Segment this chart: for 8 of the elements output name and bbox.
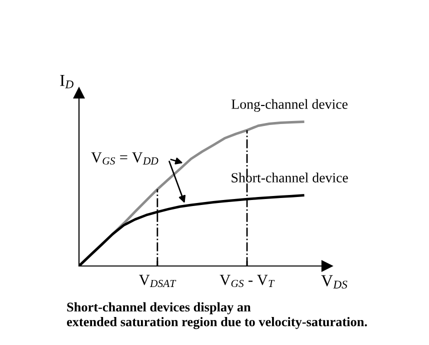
text: Short-channel devices display an extended saturation region due to velocity-saturation. [66, 302, 367, 330]
series-label: Long-channel device [232, 99, 348, 112]
x-tick-label: V$_{DSAT}$ [139, 274, 176, 288]
x-tick-label: V$_{GS}$ - V$_{T}$ [220, 274, 275, 288]
x-axis-title: V$_{DS}$ [321, 275, 348, 289]
y-axis-title: I$_{D}$ [60, 74, 74, 88]
series-label: Short-channel device [232, 172, 348, 182]
annotation: V$_{GS}$ = V$_{DD}$ [91, 152, 158, 165]
